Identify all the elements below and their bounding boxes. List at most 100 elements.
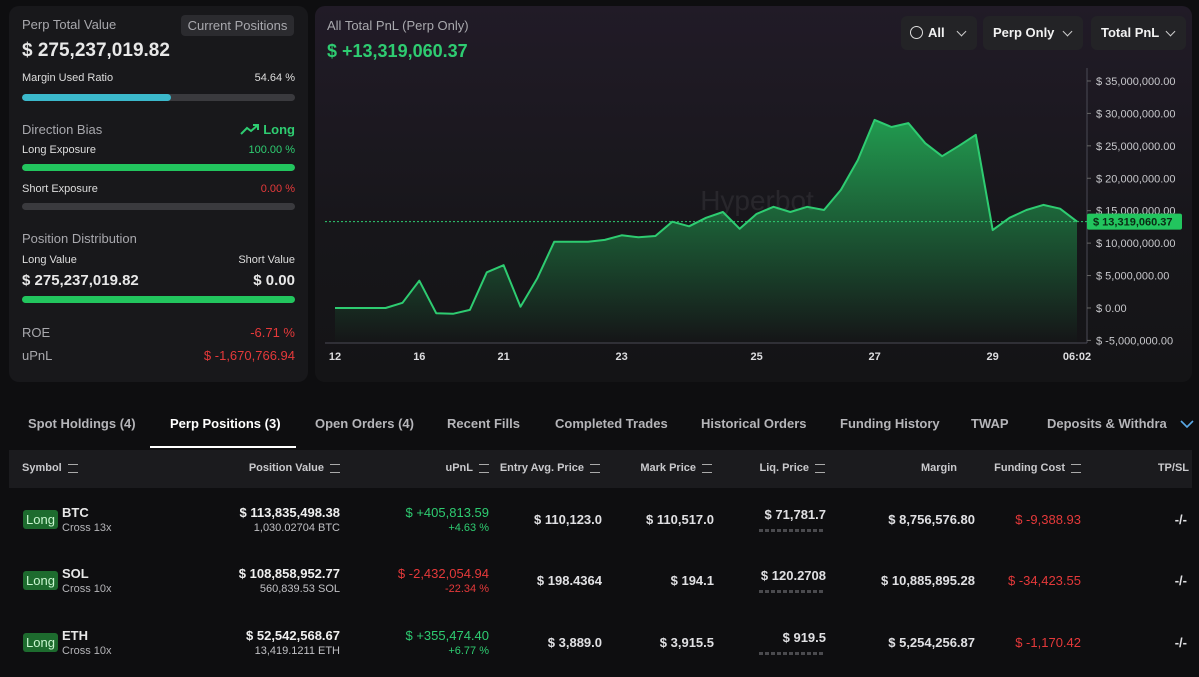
trend-icon [240,124,259,135]
mark-price: $ 3,915.5 [659,635,714,650]
position-value: $ 113,835,498.38 [239,505,341,520]
tab[interactable]: TWAP [971,416,1009,431]
y-tick-label: $ 35,000,000.00 [1096,76,1176,88]
pnl-chart: All Total PnL (Perp Only) $ +13,319,060.… [325,18,1182,363]
long-exposure-label: Long Exposure [22,144,96,156]
y-tick-label: $ 25,000,000.00 [1096,141,1176,153]
tab[interactable]: Funding History [840,416,940,431]
table-header: uPnL [446,462,490,474]
tab[interactable]: Recent Fills [447,416,520,431]
long-value-label: Long Value [22,254,77,266]
y-tick-label: $ 20,000,000.00 [1096,173,1176,185]
position-value: $ 108,858,952.77 [238,566,340,581]
liq-price: $ 919.5 [782,630,826,645]
chart-title: All Total PnL (Perp Only) [327,18,469,33]
entry-price: $ 198.4364 [536,573,602,588]
margin: $ 10,885,895.28 [881,573,975,588]
roe-label: ROE [22,325,51,340]
y-tick-label: $ -5,000,000.00 [1096,335,1173,347]
entry-price: $ 110,123.0 [534,512,602,527]
table-header: Position Value [249,462,341,474]
symbol: ETH [62,628,88,643]
filter-button[interactable]: Perp Only [983,16,1083,50]
table-header: Margin [920,462,957,474]
margin: $ 5,254,256.87 [888,635,975,650]
position-size: 13,419.1211 ETH [254,645,340,657]
x-tick-label: 29 [987,351,999,363]
chart-panel: All Total PnL (Perp Only) $ +13,319,060.… [315,6,1192,382]
distribution-bar [22,296,295,303]
leverage: Cross 13x [62,522,112,534]
symbol: BTC [62,505,89,520]
margin: $ 8,756,576.80 [888,512,975,527]
current-value-badge [1087,213,1182,230]
side-badge: Long [23,510,58,529]
table-header: TP/SL [1157,462,1189,474]
liq-price: $ 71,781.7 [764,507,826,522]
position-size: 560,839.53 SOL [259,583,340,595]
y-tick-label: $ 30,000,000.00 [1096,108,1176,120]
tab[interactable]: Open Orders (4) [315,416,414,431]
upnl-value: $ -1,670,766.94 [203,348,295,363]
short-value-label: Short Value [238,254,295,266]
pnl-line [335,118,1078,315]
tab-scroll-arrow[interactable] [1180,419,1194,429]
side-badge: Long [23,571,58,590]
tp-sl: -/- [1174,635,1187,650]
table-header-bg [9,450,1192,488]
short-value: $ 0.00 [253,272,295,289]
tab[interactable]: Completed Trades [555,416,668,431]
funding-cost: $ -1,170.42 [1015,635,1081,650]
margin-value: 54.64 % [254,72,295,84]
total-value: $ 275,237,019.82 [22,40,170,61]
bias-label: Direction Bias [22,122,103,137]
funding-cost: $ -34,423.55 [1007,573,1081,588]
upnl-label: uPnL [22,348,53,363]
mark-price: $ 110,517.0 [646,512,714,527]
table-header: Entry Avg. Price [500,462,601,474]
liq-distance [759,652,825,655]
liq-price: $ 120.2708 [760,568,826,583]
current-positions-button[interactable]: Current Positions [181,15,294,36]
liq-distance [759,590,825,593]
table-header: Funding Cost [994,462,1081,474]
tab[interactable]: Historical Orders [701,416,807,431]
leverage: Cross 10x [62,583,112,595]
tab[interactable]: Spot Holdings (4) [28,416,136,431]
liq-distance [759,529,825,532]
margin-label: Margin Used Ratio [22,72,114,84]
x-tick-label: 23 [616,351,628,363]
short-exposure-value: 0.00 % [260,183,295,195]
long-exposure-bar [22,164,295,171]
margin-track [22,94,295,101]
x-tick-label: 16 [413,351,425,363]
distribution-title: Position Distribution [22,231,137,246]
short-exposure-track [22,203,295,210]
pnl-area [335,119,1077,344]
summary-title: Perp Total Value [22,17,117,32]
bias-value: Long [263,122,295,137]
filter-button[interactable]: Total PnL [1091,16,1186,50]
tp-sl: -/- [1174,573,1187,588]
margin-bar [22,94,172,101]
tp-sl: -/- [1174,512,1187,527]
funding-cost: $ -9,388.93 [1015,512,1081,527]
summary-panel: Perp Total Value Current Positions $ 275… [9,6,308,382]
current-value-label: $ 13,319,060.37 [1093,217,1173,229]
upnl: $ +355,474.40 [405,628,490,643]
short-exposure-label: Short Exposure [22,183,98,195]
upnl: $ -2,432,054.94 [397,566,489,581]
tab[interactable]: Perp Positions (3) [170,416,281,431]
x-tick-label: 25 [750,351,762,363]
x-tick-label: 06:02 [1063,351,1091,363]
filter-button[interactable]: All [901,16,977,50]
long-value: $ 275,237,019.82 [22,272,139,289]
tab[interactable]: Deposits & Withdrawals [1047,416,1167,431]
x-tick-label: 12 [329,351,341,363]
side-badge: Long [23,633,58,652]
active-tab-underline [150,446,296,448]
y-tick-label: $ 5,000,000.00 [1096,271,1169,283]
x-tick-label: 27 [869,351,881,363]
symbol: SOL [62,566,89,581]
leverage: Cross 10x [62,645,112,657]
